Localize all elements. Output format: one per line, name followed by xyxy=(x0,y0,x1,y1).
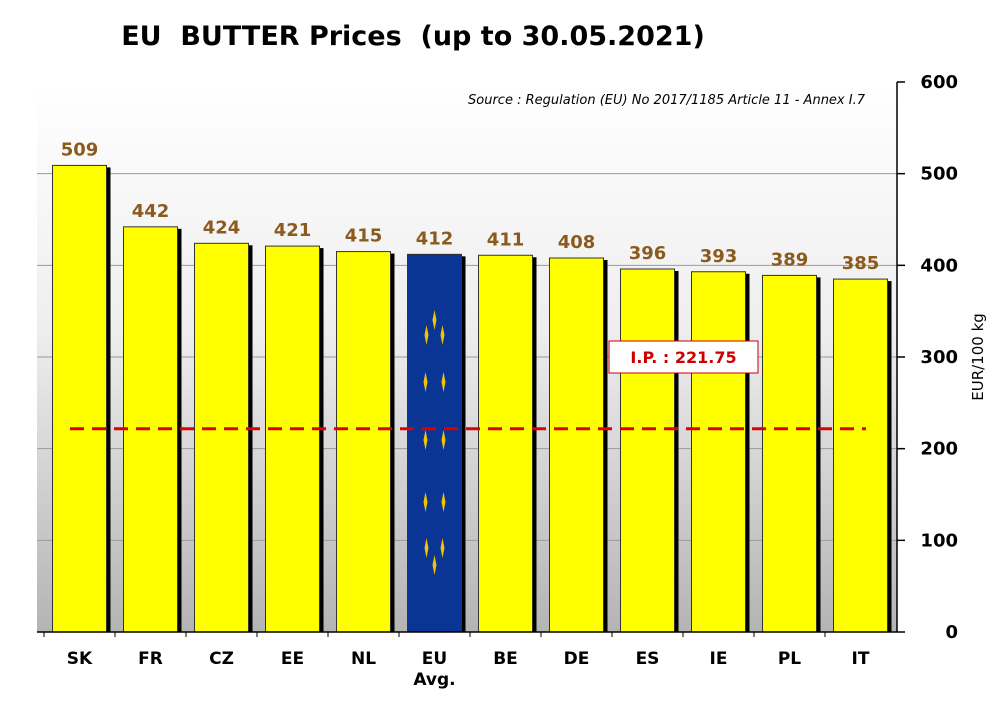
eu-star xyxy=(423,372,428,392)
x-tick-label: BE xyxy=(493,649,518,669)
y-tick-label: 200 xyxy=(920,439,958,460)
x-tick-label: EU xyxy=(422,649,447,669)
bar-ee xyxy=(265,245,320,633)
eu-star xyxy=(424,538,429,558)
reference-label: I.P. : 221.75 xyxy=(630,348,736,367)
x-tick-label: NL xyxy=(351,649,376,669)
bar-es xyxy=(620,268,675,633)
value-label: 509 xyxy=(61,139,99,160)
bar-be xyxy=(478,254,533,633)
value-label: 408 xyxy=(558,232,596,253)
y-axis-label: EUR/100 kg xyxy=(969,313,987,401)
x-tick-label: SK xyxy=(67,649,93,669)
value-labels: 509 442 424 421 415 412 411 408 396 393 389 385 xyxy=(61,139,880,274)
x-tick-label: CZ xyxy=(209,649,234,669)
value-label: 442 xyxy=(132,201,170,222)
eu-star xyxy=(441,430,446,450)
y-tick-label: 500 xyxy=(920,164,958,185)
eu-star xyxy=(441,492,446,512)
x-tick-label: PL xyxy=(778,649,801,669)
value-label: 396 xyxy=(629,243,667,264)
x-tick-label: ES xyxy=(636,649,660,669)
eu-stars-icon xyxy=(423,310,446,575)
y-tick-label: 0 xyxy=(945,622,958,643)
eu-star xyxy=(432,555,437,575)
reference-line-group: I.P. : 221.75 xyxy=(70,340,866,431)
y-tick-label: 600 xyxy=(920,72,958,93)
bar-nl xyxy=(336,251,391,633)
y-tick-label: 400 xyxy=(920,255,958,276)
value-label: 389 xyxy=(771,249,809,270)
y-tick-labels: 0 100 200 300 400 500 600 xyxy=(897,72,958,643)
bar-sk xyxy=(52,164,107,633)
bar-de xyxy=(549,257,604,633)
value-label: 385 xyxy=(842,253,880,274)
value-label: 393 xyxy=(700,246,738,267)
x-tick-label: FR xyxy=(138,649,163,669)
value-label: 412 xyxy=(416,228,454,249)
value-label: 411 xyxy=(487,229,525,250)
y-tick-label: 100 xyxy=(920,530,958,551)
x-tick-label: EE xyxy=(281,649,304,669)
reference-label-box xyxy=(608,340,759,374)
eu-star xyxy=(423,492,428,512)
eu-star xyxy=(423,430,428,450)
bar-ie xyxy=(691,271,746,633)
x-tick-label: IE xyxy=(710,649,728,669)
bars xyxy=(52,164,892,633)
x-tick-label: IT xyxy=(852,649,870,669)
chart-title: EU BUTTER Prices (up to 30.05.2021) xyxy=(121,21,705,52)
value-label: 415 xyxy=(345,226,383,247)
x-tick-label: DE xyxy=(564,649,590,669)
eu-star xyxy=(440,538,445,558)
bar-pl xyxy=(762,274,817,633)
eu-star xyxy=(424,325,429,345)
eu-star xyxy=(440,325,445,345)
x-tick-label: Avg. xyxy=(413,670,455,690)
eu-star xyxy=(432,310,437,330)
eu-star xyxy=(441,372,446,392)
bar-it xyxy=(833,278,888,633)
value-label: 421 xyxy=(274,220,312,241)
value-label: 424 xyxy=(203,217,241,238)
bar-cz xyxy=(194,242,249,633)
source-note: Source : Regulation (EU) No 2017/1185 Ar… xyxy=(468,93,866,108)
y-tick-label: 300 xyxy=(920,347,958,368)
